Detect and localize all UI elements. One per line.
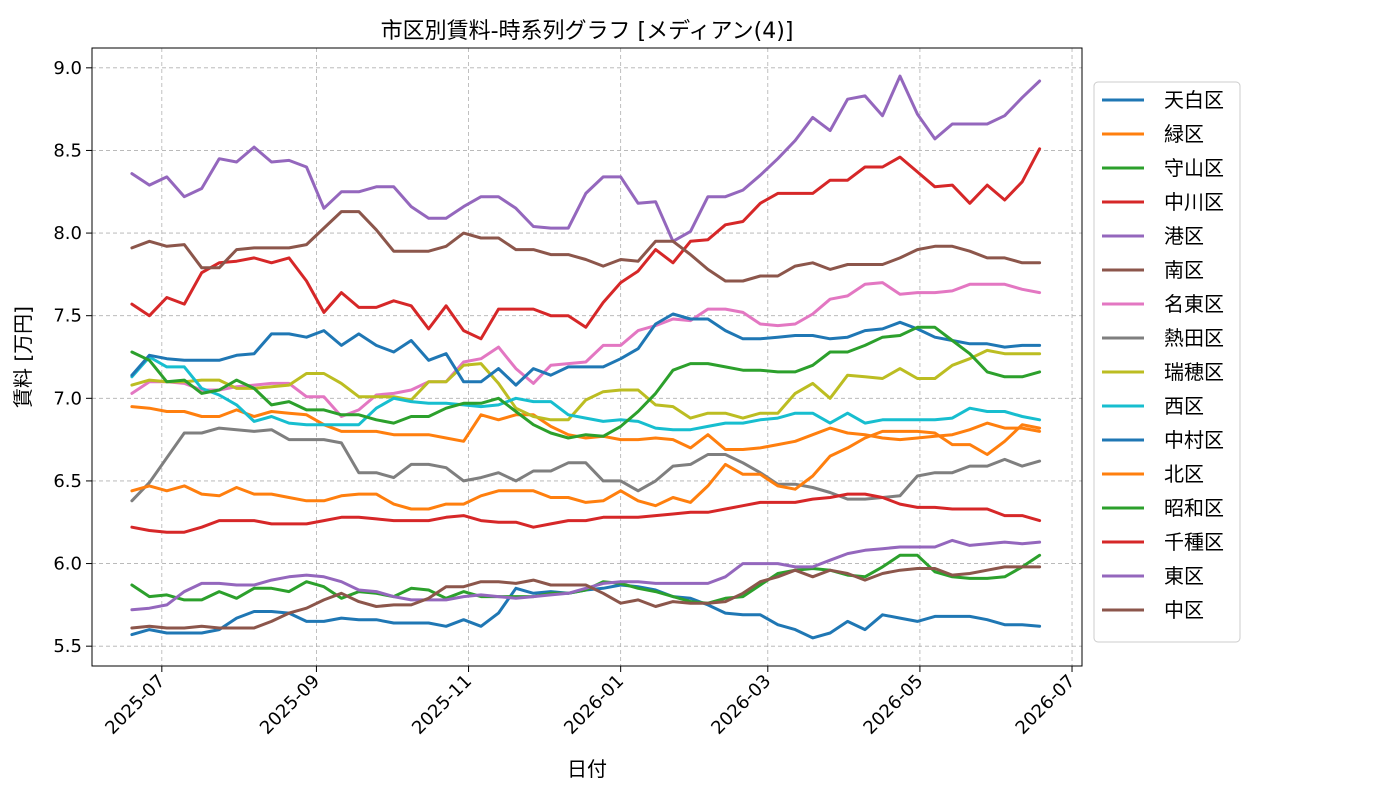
legend-label: 中区 <box>1164 598 1204 622</box>
series-line-1 <box>130 405 1042 451</box>
legend-label: 天白区 <box>1164 88 1224 112</box>
series-line-5 <box>130 210 1042 283</box>
legend-label: 南区 <box>1164 258 1204 282</box>
y-tick-label: 9.0 <box>53 58 82 79</box>
legend-label: 瑞穂区 <box>1164 360 1224 384</box>
legend-label: 昭和区 <box>1164 496 1224 520</box>
legend-label: 北区 <box>1164 462 1204 486</box>
x-axis-label: 日付 <box>567 757 607 781</box>
series-line-4 <box>130 74 1042 243</box>
legend-label: 中村区 <box>1164 428 1224 452</box>
legend-label: 守山区 <box>1164 156 1224 180</box>
y-tick-label: 8.0 <box>53 223 82 244</box>
series-line-14 <box>130 538 1042 612</box>
series-line-11 <box>130 423 1042 511</box>
y-tick-label: 8.5 <box>53 140 82 161</box>
series-line-12 <box>130 325 1042 440</box>
chart-title: 市区別賃料-時系列グラフ [メディアン(4)] <box>381 19 794 44</box>
legend-label: 西区 <box>1164 394 1204 418</box>
plot-frame <box>91 47 1083 667</box>
y-tick-label: 6.5 <box>53 471 82 492</box>
y-axis-label: 賃料 [万円] <box>11 306 35 408</box>
legend-label: 東区 <box>1164 564 1204 588</box>
legend-label: 熱田区 <box>1164 326 1224 350</box>
legend-label: 名東区 <box>1164 292 1224 316</box>
series-line-10 <box>130 312 1042 387</box>
legend-label: 千種区 <box>1164 530 1224 554</box>
legend: 天白区緑区守山区中川区港区南区名東区熱田区瑞穂区西区中村区北区昭和区千種区東区中… <box>1093 81 1241 643</box>
legend-label: 緑区 <box>1164 122 1204 146</box>
y-tick-label: 7.5 <box>53 306 82 327</box>
series-lines <box>130 74 1042 640</box>
series-line-9 <box>130 355 1042 432</box>
y-tick-label: 5.5 <box>53 636 82 657</box>
legend-box <box>1093 81 1241 643</box>
series-line-8 <box>130 348 1042 422</box>
y-tick-label: 7.0 <box>53 388 82 409</box>
series-line-6 <box>130 281 1042 418</box>
series-line-15 <box>130 565 1042 630</box>
legend-label: 港区 <box>1164 224 1204 248</box>
series-line-3 <box>130 147 1042 341</box>
series-line-13 <box>130 492 1042 534</box>
series-line-7 <box>130 426 1042 503</box>
series-line-2 <box>130 553 1042 605</box>
legend-label: 中川区 <box>1164 190 1224 214</box>
y-tick-label: 6.0 <box>53 554 82 575</box>
